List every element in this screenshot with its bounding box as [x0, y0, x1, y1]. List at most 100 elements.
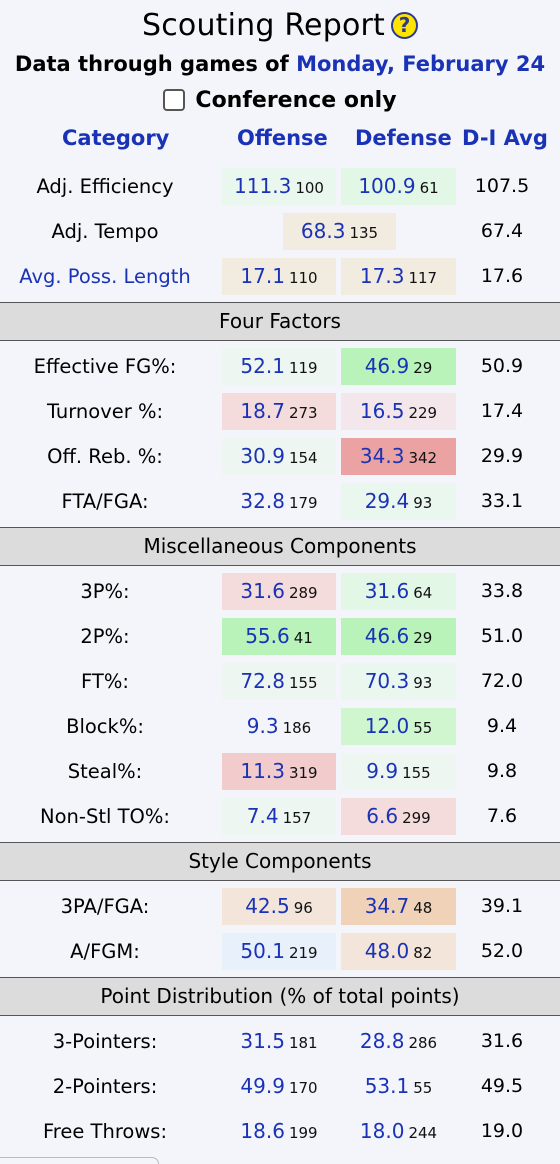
horizontal-scrollbar[interactable] — [0, 1157, 159, 1164]
def-rank: 55 — [413, 719, 433, 737]
off-rank: 110 — [288, 269, 318, 287]
stat-label: Off. Reb. %: — [47, 445, 163, 468]
off-stat-cell: 18.6 199 — [222, 1113, 336, 1150]
report-table: Adj. Efficiency 111.3 100 100.9 61 107.5 Adj. … — [0, 164, 560, 1154]
def-value-link[interactable]: 17.3 — [359, 264, 405, 288]
def-value-link[interactable]: 70.3 — [364, 669, 410, 693]
off-stat-cell: 17.1 110 — [222, 258, 336, 295]
def-stat-cell: 18.0 244 — [341, 1113, 456, 1150]
d1-average-value: 9.4 — [486, 715, 518, 737]
def-value-link[interactable]: 9.9 — [366, 759, 399, 783]
off-rank: 155 — [288, 674, 318, 692]
off-rank: 199 — [288, 1124, 318, 1142]
off-stat-cell: 30.9 154 — [222, 438, 336, 475]
def-stat-cell: 28.8 286 — [341, 1023, 456, 1060]
def-value-link[interactable]: 28.8 — [359, 1029, 405, 1053]
d1-average-value: 52.0 — [480, 940, 524, 962]
off-value-link[interactable]: 7.4 — [246, 804, 279, 828]
off-value-link[interactable]: 31.6 — [240, 579, 285, 603]
offense-column-header[interactable]: Offense — [237, 126, 328, 150]
def-stat-cell: 17.3 117 — [341, 258, 456, 295]
def-value-link[interactable]: 34.7 — [364, 894, 410, 918]
section-header: Miscellaneous Components — [0, 527, 560, 566]
def-rank: 229 — [408, 404, 438, 422]
off-value-link[interactable]: 42.5 — [245, 894, 290, 918]
off-value-link[interactable]: 31.5 — [240, 1029, 285, 1053]
conference-only-checkbox[interactable] — [163, 89, 186, 111]
def-value-link[interactable]: 34.3 — [359, 444, 405, 468]
off-value-link[interactable]: 9.3 — [246, 714, 279, 738]
def-rank: 286 — [408, 1034, 438, 1052]
def-stat-cell: 16.5 229 — [341, 393, 456, 430]
off-value-link[interactable]: 49.9 — [240, 1074, 285, 1098]
d1-average-value: 33.1 — [480, 490, 524, 512]
def-value-link[interactable]: 100.9 — [358, 174, 416, 198]
tempo-value-link[interactable]: 68.3 — [300, 219, 346, 243]
off-value-link[interactable]: 32.8 — [240, 489, 285, 513]
defense-column-header[interactable]: Defense — [355, 126, 452, 150]
off-rank: 100 — [295, 179, 324, 197]
d1-average-value: 33.8 — [480, 580, 524, 602]
off-value-link[interactable]: 52.1 — [240, 354, 285, 378]
off-rank: 289 — [288, 584, 318, 602]
off-rank: 219 — [288, 944, 318, 962]
stat-row: FTA/FGA: 32.8 179 29.4 93 33.1 — [0, 479, 560, 524]
stat-row: Adj. Tempo 68.3 135 67.4 — [0, 209, 560, 254]
off-value-link[interactable]: 30.9 — [240, 444, 285, 468]
off-stat-cell: 42.5 96 — [222, 888, 336, 925]
d1-average-value: 29.9 — [480, 445, 524, 467]
conference-only-label[interactable]: Conference only — [195, 87, 397, 113]
def-value-link[interactable]: 18.0 — [359, 1119, 405, 1143]
off-stat-cell: 32.8 179 — [222, 483, 336, 520]
section-header: Four Factors — [0, 302, 560, 341]
off-rank: 41 — [293, 629, 313, 647]
def-value-link[interactable]: 31.6 — [364, 579, 410, 603]
subtitle-date-link[interactable]: Monday, February 24 — [296, 52, 546, 76]
tempo-stat-cell: 68.3 135 — [283, 213, 396, 250]
d1-average-value: 67.4 — [480, 220, 524, 242]
d1-avg-column-header[interactable]: D-I Avg — [462, 126, 548, 150]
def-rank: 117 — [408, 269, 438, 287]
stat-label: Adj. Efficiency — [36, 175, 174, 198]
def-value-link[interactable]: 46.9 — [364, 354, 410, 378]
off-value-link[interactable]: 50.1 — [240, 939, 285, 963]
conference-filter: Conference only — [0, 80, 560, 120]
off-value-link[interactable]: 55.6 — [245, 624, 290, 648]
d1-average-value: 72.0 — [480, 670, 524, 692]
stat-label: Turnover %: — [46, 400, 164, 423]
def-value-link[interactable]: 16.5 — [359, 399, 405, 423]
def-value-link[interactable]: 46.6 — [364, 624, 410, 648]
stat-label[interactable]: Avg. Poss. Length — [19, 265, 191, 288]
def-stat-cell: 100.9 61 — [341, 168, 456, 205]
d1-average-value: 9.8 — [486, 760, 518, 782]
def-value-link[interactable]: 48.0 — [364, 939, 410, 963]
off-value-link[interactable]: 18.6 — [240, 1119, 285, 1143]
stat-label: 3P%: — [80, 580, 130, 603]
def-value-link[interactable]: 29.4 — [364, 489, 410, 513]
off-value-link[interactable]: 72.8 — [240, 669, 285, 693]
help-question-icon[interactable]: ? — [391, 11, 419, 39]
stat-label: 2P%: — [80, 625, 130, 648]
data-through-subtitle: Data through games of Monday, February 2… — [0, 48, 560, 80]
stat-row: 2P%: 55.6 41 46.6 29 51.0 — [0, 614, 560, 659]
off-value-link[interactable]: 11.3 — [240, 759, 285, 783]
def-stat-cell: 48.0 82 — [341, 933, 456, 970]
off-stat-cell: 9.3 186 — [222, 708, 336, 745]
off-value-link[interactable]: 17.1 — [240, 264, 285, 288]
off-value-link[interactable]: 18.7 — [240, 399, 285, 423]
off-stat-cell: 52.1 119 — [222, 348, 336, 385]
off-value-link[interactable]: 111.3 — [234, 174, 292, 198]
category-column-header[interactable]: Category — [62, 126, 170, 150]
def-rank: 29 — [413, 359, 433, 377]
def-value-link[interactable]: 12.0 — [364, 714, 410, 738]
def-value-link[interactable]: 6.6 — [366, 804, 399, 828]
d1-average-value: 17.6 — [480, 265, 524, 287]
def-value-link[interactable]: 53.1 — [364, 1074, 410, 1098]
def-stat-cell: 46.9 29 — [341, 348, 456, 385]
def-rank: 61 — [419, 179, 439, 197]
off-stat-cell: 49.9 170 — [222, 1068, 336, 1105]
section-header: Point Distribution (% of total points) — [0, 977, 560, 1016]
title-row: Scouting Report ? — [0, 0, 560, 48]
def-stat-cell: 46.6 29 — [341, 618, 456, 655]
stat-row: A/FGM: 50.1 219 48.0 82 52.0 — [0, 929, 560, 974]
